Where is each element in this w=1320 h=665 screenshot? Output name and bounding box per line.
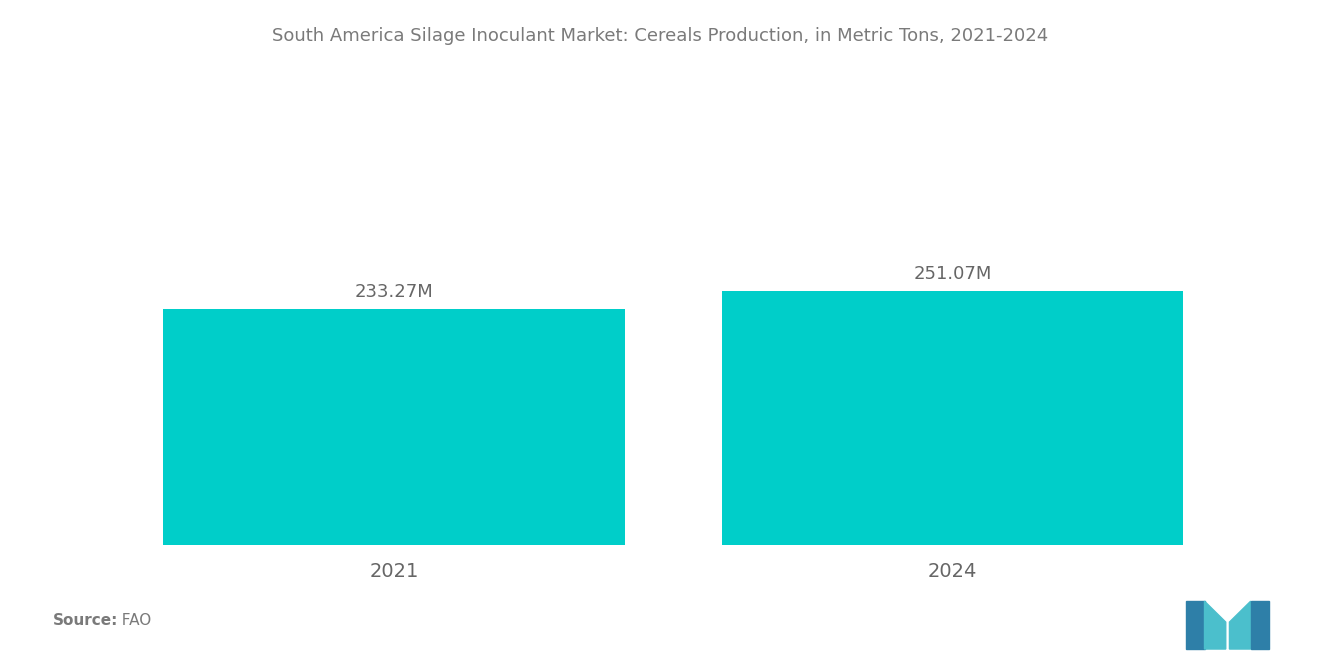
Polygon shape [1204,601,1226,649]
Text: 251.07M: 251.07M [913,265,991,283]
Polygon shape [1229,601,1251,649]
Text: 233.27M: 233.27M [355,283,433,301]
Text: FAO: FAO [112,613,152,628]
Bar [164,309,624,545]
Text: Source:: Source: [53,613,119,628]
Text: South America Silage Inoculant Market: Cereals Production, in Metric Tons, 2021-: South America Silage Inoculant Market: C… [272,27,1048,45]
Bar [722,291,1183,545]
Polygon shape [1185,601,1204,649]
Polygon shape [1251,601,1270,649]
